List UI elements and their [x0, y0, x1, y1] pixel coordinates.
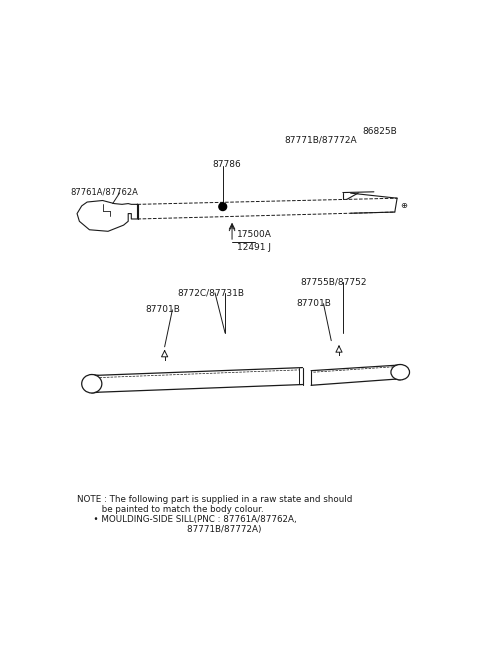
Ellipse shape [82, 374, 102, 393]
Text: 8772C/87731B: 8772C/87731B [178, 288, 245, 297]
Text: NOTE : The following part is supplied in a raw state and should: NOTE : The following part is supplied in… [77, 495, 352, 504]
Circle shape [219, 203, 227, 210]
Text: 87701B: 87701B [296, 299, 331, 308]
Text: ⊕: ⊕ [400, 200, 407, 210]
Text: 86825B: 86825B [362, 127, 397, 135]
Text: 87771B/87772A: 87771B/87772A [285, 136, 358, 145]
Text: 87761A/87762A: 87761A/87762A [71, 187, 139, 196]
Ellipse shape [391, 365, 409, 380]
Text: • MOULDING-SIDE SILL(PNC : 87761A/87762A,: • MOULDING-SIDE SILL(PNC : 87761A/87762A… [77, 514, 297, 524]
Text: 12491 J: 12491 J [237, 243, 271, 252]
Text: 87786: 87786 [212, 160, 240, 169]
Text: 87771B/87772A): 87771B/87772A) [77, 525, 262, 533]
Text: 87755B/87752: 87755B/87752 [300, 277, 367, 286]
Text: 17500A: 17500A [237, 230, 272, 238]
Text: be painted to match the body colour.: be painted to match the body colour. [77, 505, 264, 514]
Text: 87701B: 87701B [145, 306, 180, 314]
